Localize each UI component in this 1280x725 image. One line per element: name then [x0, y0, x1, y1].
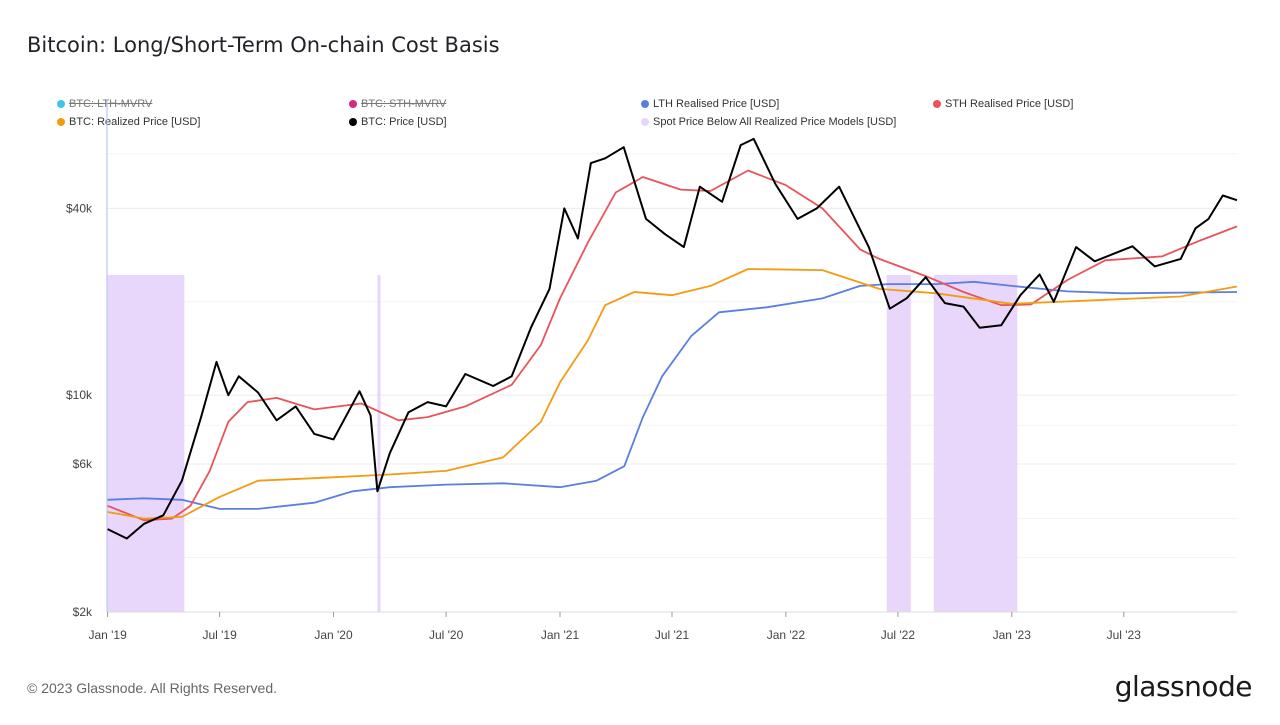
x-tick-label: Jan '22 — [767, 628, 806, 642]
legend-dot-icon — [933, 100, 941, 108]
legend-dot-icon — [349, 100, 357, 108]
x-tick-label: Jan '20 — [314, 628, 353, 642]
legend-item-5[interactable]: BTC: Price [USD] — [349, 116, 447, 128]
x-tick-label: Jul '23 — [1107, 628, 1142, 642]
legend-dot-icon — [641, 100, 649, 108]
y-tick-label: $40k — [66, 201, 93, 215]
legend-dot-icon — [641, 118, 649, 126]
shaded-region — [933, 275, 1018, 612]
x-tick-label: Jul '21 — [655, 628, 690, 642]
chart-legend: BTC: LTH-MVRV BTC: STH-MVRV LTH Realised P… — [57, 98, 1237, 138]
legend-item-6[interactable]: Spot Price Below All Realized Price Mode… — [641, 116, 896, 128]
legend-item-1[interactable]: BTC: STH-MVRV — [349, 98, 446, 110]
legend-dot-icon — [57, 100, 65, 108]
legend-item-2[interactable]: LTH Realised Price [USD] — [641, 98, 779, 110]
x-tick-label: Jan '21 — [541, 628, 580, 642]
page-title: Bitcoin: Long/Short-Term On-chain Cost B… — [27, 33, 500, 57]
series-line-1 — [107, 169, 1238, 522]
series-line-2 — [107, 268, 1238, 520]
x-tick-label: Jul '19 — [202, 628, 237, 642]
legend-dot-icon — [57, 118, 65, 126]
legend-label: BTC: Price [USD] — [361, 116, 447, 128]
legend-item-4[interactable]: BTC: Realized Price [USD] — [57, 116, 200, 128]
series-line-0 — [107, 280, 1238, 510]
x-tick-label: Jan '19 — [88, 628, 127, 642]
legend-dot-icon — [349, 118, 357, 126]
legend-label: LTH Realised Price [USD] — [653, 98, 780, 110]
shaded-region — [886, 275, 911, 612]
y-tick-label: $2k — [73, 605, 93, 619]
shaded-region — [377, 275, 381, 612]
legend-item-0[interactable]: BTC: LTH-MVRV — [57, 98, 152, 110]
legend-label: Spot Price Below All Realized Price Mode… — [653, 116, 897, 128]
copyright-notice: © 2023 Glassnode. All Rights Reserved. — [27, 680, 278, 696]
y-tick-label: $10k — [66, 388, 93, 402]
series-line-3 — [107, 137, 1238, 540]
shaded-region — [107, 275, 185, 612]
x-tick-label: Jul '20 — [429, 628, 464, 642]
x-tick-label: Jan '23 — [993, 628, 1032, 642]
legend-label: BTC: LTH-MVRV — [69, 98, 153, 110]
x-tick-label: Jul '22 — [881, 628, 916, 642]
brand-logo: glassnode — [1114, 670, 1253, 703]
legend-label: BTC: STH-MVRV — [361, 98, 447, 110]
legend-item-3[interactable]: STH Realised Price [USD] — [933, 98, 1073, 110]
legend-label: STH Realised Price [USD] — [945, 98, 1074, 110]
legend-label: BTC: Realized Price [USD] — [69, 116, 201, 128]
y-tick-label: $6k — [73, 457, 93, 471]
